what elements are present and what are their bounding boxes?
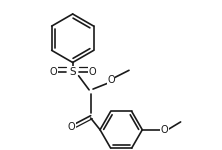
Text: O: O (88, 67, 96, 77)
Text: O: O (160, 125, 168, 135)
Text: O: O (107, 75, 115, 86)
Text: O: O (67, 122, 75, 132)
Text: O: O (49, 67, 57, 77)
Text: S: S (69, 67, 76, 77)
